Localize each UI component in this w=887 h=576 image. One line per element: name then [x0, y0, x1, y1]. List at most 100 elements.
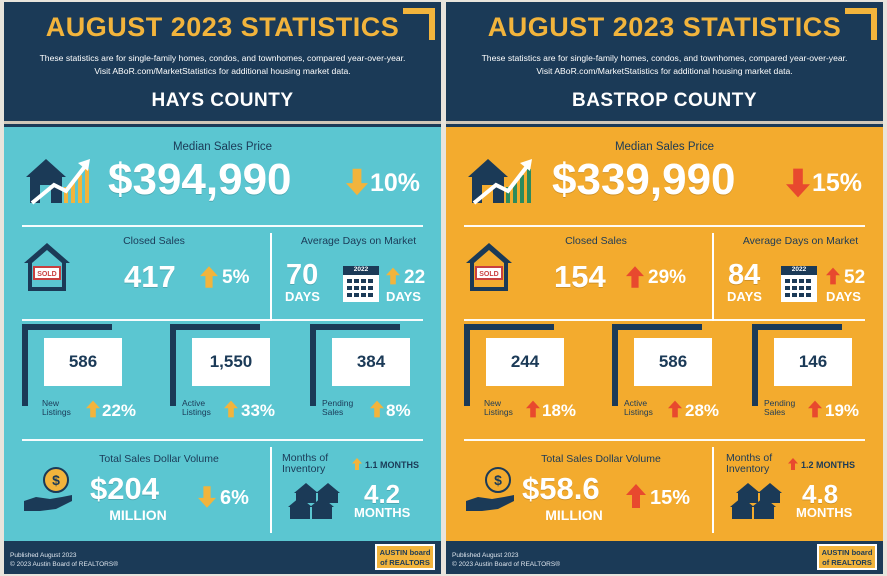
- arrow-up-icon: [526, 399, 540, 419]
- abor-logo: AUSTIN board of REALTORS: [375, 544, 435, 570]
- sales-volume-change: 15%: [650, 487, 691, 509]
- sales-volume-label: Total Sales Dollar Volume: [99, 453, 219, 465]
- months-inventory-change: 1.1 MONTHS: [365, 460, 420, 470]
- subtitle: These statistics are for single-family h…: [14, 52, 431, 78]
- sign-arm: [170, 324, 260, 330]
- svg-text:$: $: [494, 472, 502, 488]
- footer: Published August 2023 © 2023 Austin Boar…: [446, 541, 883, 574]
- sign-arm: [612, 324, 702, 330]
- divider: [464, 319, 865, 321]
- pending-sales-label: Pending Sales: [764, 398, 796, 417]
- divider: [270, 233, 272, 321]
- page-title: AUGUST 2023 STATISTICS: [487, 12, 842, 42]
- divider: [22, 225, 423, 227]
- money-hand-icon: $: [24, 467, 72, 511]
- days-on-market-value: 70: [286, 259, 319, 291]
- pending-sales-value: 384: [332, 338, 410, 386]
- header: AUGUST 2023 STATISTICS These statistics …: [4, 2, 441, 124]
- arrow-up-icon: [808, 399, 822, 419]
- divider: [464, 225, 865, 227]
- money-hand-icon: $: [466, 467, 514, 511]
- new-listings-label: New Listings: [484, 398, 513, 417]
- calendar-icon: [781, 266, 817, 302]
- subtitle: These statistics are for single-family h…: [456, 52, 873, 78]
- footer: Published August 2023 © 2023 Austin Boar…: [4, 541, 441, 574]
- sales-volume-value: $58.6: [522, 471, 600, 506]
- active-listings-value: 1,550: [192, 338, 270, 386]
- divider: [464, 439, 865, 441]
- months-inventory-label: Months of Inventory: [282, 452, 329, 475]
- arrow-up-icon: [224, 399, 238, 419]
- arrow-up-icon: [626, 483, 646, 509]
- subtitle-line-1: These statistics are for single-family h…: [481, 53, 848, 63]
- houses-icon: [730, 483, 782, 519]
- hays-county-panel: AUGUST 2023 STATISTICS These statistics …: [4, 2, 441, 574]
- new-listings-value: 244: [486, 338, 564, 386]
- days-on-market-change-unit: DAYS: [386, 289, 421, 304]
- sign-arm: [464, 324, 554, 330]
- stats-body: Median Sales Price $394,990 10% Closed S…: [4, 127, 441, 541]
- arrow-up-icon: [386, 266, 400, 286]
- arrow-up-icon: [788, 457, 798, 471]
- days-on-market-change: 22: [404, 267, 426, 288]
- divider: [712, 447, 714, 533]
- new-listings-sign: 586: [14, 324, 122, 406]
- footer-text: Published August 2023 © 2023 Austin Boar…: [452, 552, 560, 568]
- months-inventory-unit: MONTHS: [796, 505, 853, 520]
- new-listings-label: New Listings: [42, 398, 71, 417]
- active-listings-label: Active Listings: [624, 398, 653, 417]
- divider: [270, 447, 272, 533]
- arrow-up-icon: [826, 266, 840, 286]
- pending-sales-sign: 146: [744, 324, 852, 406]
- closed-sales-change: 29%: [648, 267, 687, 288]
- median-price-label: Median Sales Price: [614, 141, 715, 153]
- sign-post: [170, 324, 176, 406]
- house-growth-icon: [26, 159, 90, 205]
- divider: [22, 319, 423, 321]
- active-listings-label: Active Listings: [182, 398, 211, 417]
- active-listings-change: 33%: [241, 401, 276, 420]
- closed-sales-label: Closed Sales: [123, 235, 185, 247]
- svg-text:SOLD: SOLD: [479, 271, 498, 278]
- median-price-change: 15%: [812, 169, 863, 197]
- days-on-market-change: 52: [844, 267, 866, 288]
- days-on-market-unit: DAYS: [285, 289, 320, 304]
- sold-house-icon: SOLD: [24, 243, 70, 291]
- new-listings-sign: 244: [456, 324, 564, 406]
- arrow-up-icon: [370, 399, 384, 419]
- closed-sales-change: 5%: [222, 267, 250, 288]
- arrow-up-icon: [626, 265, 644, 289]
- months-inventory-unit: MONTHS: [354, 505, 411, 520]
- sign-arm: [752, 324, 842, 330]
- sign-arm: [22, 324, 112, 330]
- sign-post: [612, 324, 618, 406]
- subtitle-line-2: Visit ABoR.com/MarketStatistics for addi…: [536, 66, 793, 76]
- svg-text:$: $: [52, 472, 60, 488]
- closed-sales-value: 154: [554, 259, 606, 294]
- subtitle-line-2: Visit ABoR.com/MarketStatistics for addi…: [94, 66, 351, 76]
- arrow-up-icon: [352, 457, 362, 471]
- header: AUGUST 2023 STATISTICS These statistics …: [446, 2, 883, 124]
- days-on-market-change-unit: DAYS: [826, 289, 861, 304]
- median-price-change: 10%: [370, 169, 421, 197]
- pending-sales-change: 8%: [386, 401, 411, 420]
- months-inventory-change: 1.2 MONTHS: [801, 460, 856, 470]
- active-listings-change: 28%: [685, 401, 720, 420]
- houses-icon: [288, 483, 340, 519]
- divider: [22, 439, 423, 441]
- sign-post: [22, 324, 28, 406]
- sales-volume-value: $204: [90, 471, 159, 506]
- sign-post: [310, 324, 316, 406]
- sales-volume-unit: MILLION: [109, 507, 167, 523]
- new-listings-value: 586: [44, 338, 122, 386]
- days-on-market-unit: DAYS: [727, 289, 762, 304]
- sign-post: [752, 324, 758, 406]
- arrow-up-icon: [86, 399, 100, 419]
- corner-decoration: [401, 2, 441, 42]
- median-price-label: Median Sales Price: [172, 141, 273, 153]
- sales-volume-label: Total Sales Dollar Volume: [541, 453, 661, 465]
- abor-logo: AUSTIN board of REALTORS: [817, 544, 877, 570]
- pending-sales-change: 19%: [825, 401, 860, 420]
- arrow-up-icon: [668, 399, 682, 419]
- calendar-icon: [343, 266, 379, 302]
